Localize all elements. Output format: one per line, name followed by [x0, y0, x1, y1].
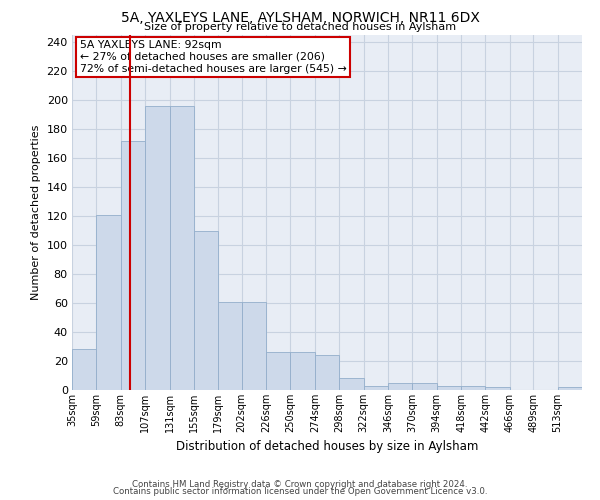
- Bar: [97, 214, 121, 390]
- Bar: [290, 352, 315, 390]
- Bar: [218, 302, 242, 390]
- Bar: [388, 383, 412, 390]
- Text: 5A YAXLEYS LANE: 92sqm
← 27% of detached houses are smaller (206)
72% of semi-de: 5A YAXLEYS LANE: 92sqm ← 27% of detached…: [80, 40, 346, 74]
- Bar: [145, 106, 170, 390]
- Bar: [266, 352, 290, 390]
- Text: Size of property relative to detached houses in Aylsham: Size of property relative to detached ho…: [144, 22, 456, 32]
- Bar: [242, 302, 266, 390]
- Bar: [557, 387, 582, 390]
- Y-axis label: Number of detached properties: Number of detached properties: [31, 125, 41, 300]
- Bar: [194, 230, 218, 390]
- Bar: [485, 387, 510, 390]
- Bar: [121, 141, 145, 390]
- Bar: [461, 386, 485, 390]
- Text: Contains public sector information licensed under the Open Government Licence v3: Contains public sector information licen…: [113, 487, 487, 496]
- Bar: [364, 386, 388, 390]
- Text: 5A, YAXLEYS LANE, AYLSHAM, NORWICH, NR11 6DX: 5A, YAXLEYS LANE, AYLSHAM, NORWICH, NR11…: [121, 11, 479, 25]
- Bar: [339, 378, 364, 390]
- Bar: [437, 386, 461, 390]
- Text: Contains HM Land Registry data © Crown copyright and database right 2024.: Contains HM Land Registry data © Crown c…: [132, 480, 468, 489]
- Bar: [72, 350, 97, 390]
- X-axis label: Distribution of detached houses by size in Aylsham: Distribution of detached houses by size …: [176, 440, 478, 454]
- Bar: [412, 383, 437, 390]
- Bar: [315, 355, 339, 390]
- Bar: [170, 106, 194, 390]
